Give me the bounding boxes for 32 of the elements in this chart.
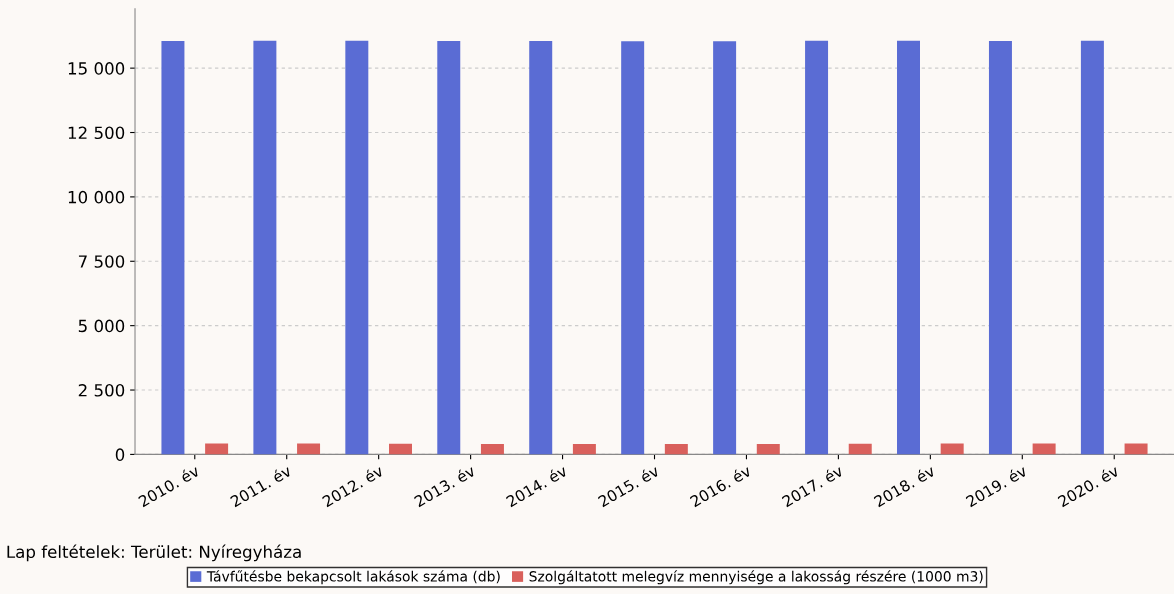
bar xyxy=(480,444,504,455)
bar xyxy=(988,41,1012,455)
bar xyxy=(205,443,229,455)
bar xyxy=(940,443,964,455)
text: Lap feltételek: Terület: Nyíregyháza xyxy=(7,544,301,562)
bar xyxy=(805,40,829,455)
y-tick-label: 12 500 xyxy=(68,126,125,140)
bar xyxy=(756,444,780,455)
bar xyxy=(713,41,737,455)
bar xyxy=(848,443,872,455)
bar xyxy=(664,444,688,455)
legend-label: Távfűtésbe bekapcsolt lakások száma (db) xyxy=(206,570,500,585)
bar xyxy=(529,41,553,455)
y-tick-label: 2 500 xyxy=(78,383,125,397)
bar xyxy=(297,443,321,455)
legend-label: Szolgáltatott melegvíz mennyisége a lakosság részére (1000 m3) xyxy=(529,570,983,585)
bar xyxy=(1124,443,1148,455)
bar xyxy=(897,40,920,455)
bar xyxy=(253,40,277,455)
y-tick-label: 0 xyxy=(115,448,125,461)
y-tick-label: 15 000 xyxy=(68,62,125,75)
y-tick-label: 7 500 xyxy=(78,255,125,268)
bar xyxy=(389,443,412,455)
bar xyxy=(1032,443,1056,455)
bar xyxy=(621,41,645,455)
y-tick-label: 10 000 xyxy=(68,190,125,204)
y-tick-label: 5 000 xyxy=(78,319,125,333)
bar xyxy=(345,40,369,455)
bar xyxy=(1080,40,1104,455)
bar xyxy=(437,41,461,455)
bar xyxy=(161,41,185,455)
bar xyxy=(572,444,596,455)
